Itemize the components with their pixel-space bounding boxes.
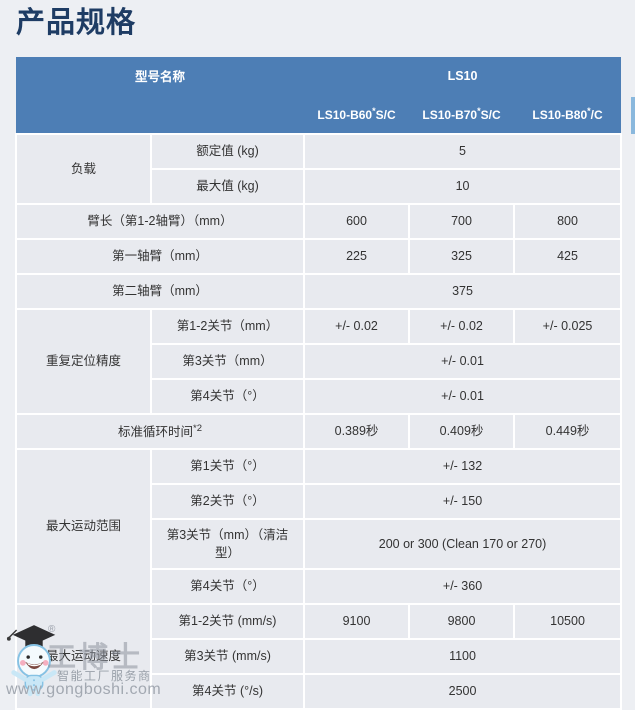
model-1-suffix: S/C <box>480 107 501 122</box>
value-cell: +/- 360 <box>303 568 623 605</box>
value-cell: 5 <box>303 133 623 170</box>
row-label: 第1-2关节（mm） <box>149 308 306 345</box>
row-label: 第4关节 (°/s) <box>149 673 306 710</box>
page-title: 产品规格 <box>16 7 137 39</box>
row-label: 标准循环时间*2 <box>14 413 306 450</box>
value-cell: +/- 132 <box>303 448 623 485</box>
value-cell: +/- 0.02 <box>408 308 516 345</box>
value-cell: 0.389秒 <box>303 413 411 450</box>
table-row: 负载 额定值 (kg) 5 <box>15 133 623 205</box>
row-label: 额定值 (kg) <box>149 133 306 170</box>
header-model-1: LS10-B70*S/C <box>409 94 515 134</box>
row-label: 第一轴臂（mm） <box>14 238 306 275</box>
value-cell: 10500 <box>513 603 623 640</box>
table-row: 第4关节（°） +/- 360 <box>16 568 623 605</box>
table-row: 第3关节 (mm/s) 1100 <box>16 638 623 675</box>
row-label: 第2关节（°） <box>149 483 306 520</box>
row-label: 第1-2关节 (mm/s) <box>149 603 306 640</box>
model-0-prefix: LS10-B60 <box>317 107 373 122</box>
value-cell: +/- 0.02 <box>303 308 411 345</box>
header-model-name-label: 型号名称 <box>16 57 305 94</box>
model-1-footnote-mark: * <box>477 105 481 116</box>
row-label: 第3关节（mm）（清洁型） <box>149 518 306 570</box>
value-cell: 10 <box>303 168 623 205</box>
value-cell: 225 <box>303 238 411 275</box>
value-cell: +/- 0.01 <box>303 378 623 415</box>
value-cell: 375 <box>303 273 623 310</box>
table-row: 第3关节（mm） +/- 0.01 <box>16 343 623 380</box>
table-row: 第二轴臂（mm） 375 <box>14 273 623 310</box>
value-cell: 325 <box>408 238 516 275</box>
value-cell: 0.449秒 <box>513 413 623 450</box>
spec-table: 型号名称 LS10 LS10-B60*S/C LS10-B70*S/C LS10… <box>14 57 623 710</box>
cycle-time-label: 标准循环时间 <box>118 425 194 440</box>
group-cell-motion-range: 最大运动范围 <box>15 448 152 605</box>
row-label: 第二轴臂（mm） <box>14 273 306 310</box>
cycle-time-footnote-mark: *2 <box>193 422 202 434</box>
model-1-prefix: LS10-B70 <box>422 107 478 122</box>
value-cell: 9100 <box>303 603 411 640</box>
header-row-models: LS10-B60*S/C LS10-B70*S/C LS10-B80*/C <box>16 94 622 134</box>
row-label: 臂长（第1-2轴臂）（mm） <box>14 203 306 240</box>
value-cell: 425 <box>513 238 623 275</box>
value-cell: +/- 150 <box>303 483 623 520</box>
table-row: 标准循环时间*2 0.389秒 0.409秒 0.449秒 <box>14 413 623 450</box>
row-label: 第1关节（°） <box>149 448 306 485</box>
table-row: 第一轴臂（mm） 225 325 425 <box>14 238 623 275</box>
row-label: 第4关节（°） <box>149 378 306 415</box>
value-cell: +/- 0.025 <box>513 308 623 345</box>
model-0-suffix: S/C <box>375 107 396 122</box>
table-row: 重复定位精度 第1-2关节（mm） +/- 0.02 +/- 0.02 +/- … <box>15 308 623 415</box>
table-row: 第3关节（mm）（清洁型） 200 or 300 (Clean 170 or 2… <box>16 518 623 570</box>
group-cell-repeatability: 重复定位精度 <box>15 308 152 415</box>
table-row: 最大值 (kg) 10 <box>16 168 623 205</box>
table-row: 第2关节（°） +/- 150 <box>16 483 623 520</box>
table-row: 第4关节（°） +/- 0.01 <box>16 378 623 415</box>
row-label: 第3关节（mm） <box>149 343 306 380</box>
header-row-series: 型号名称 LS10 <box>16 57 622 94</box>
model-0-footnote-mark: * <box>372 105 376 116</box>
right-edge-accent <box>631 97 635 134</box>
value-cell: 1100 <box>303 638 623 675</box>
table-row: 第4关节 (°/s) 2500 <box>16 673 623 710</box>
value-cell: 9800 <box>408 603 516 640</box>
table-row: 最大运动速度 第1-2关节 (mm/s) 9100 9800 10500 <box>15 603 623 710</box>
value-cell: 200 or 300 (Clean 170 or 270) <box>303 518 623 570</box>
value-cell: 800 <box>513 203 623 240</box>
table-row: 最大运动范围 第1关节（°） +/- 132 <box>15 448 623 605</box>
table-row: 臂长（第1-2轴臂）（mm） 600 700 800 <box>14 203 623 240</box>
model-2-footnote-mark: * <box>587 105 591 116</box>
row-label: 第4关节（°） <box>149 568 306 605</box>
model-2-prefix: LS10-B80 <box>532 107 588 122</box>
value-cell: +/- 0.01 <box>303 343 623 380</box>
value-cell: 2500 <box>303 673 623 710</box>
row-label: 第3关节 (mm/s) <box>149 638 306 675</box>
header-series-label: LS10 <box>304 57 622 94</box>
group-cell-max-speed: 最大运动速度 <box>15 603 152 710</box>
model-2-suffix: /C <box>590 107 603 122</box>
value-cell: 700 <box>408 203 516 240</box>
header-spacer <box>16 94 305 134</box>
value-cell: 600 <box>303 203 411 240</box>
header-model-0: LS10-B60*S/C <box>304 94 410 134</box>
row-label: 最大值 (kg) <box>149 168 306 205</box>
group-cell-load: 负载 <box>15 133 152 205</box>
value-cell: 0.409秒 <box>408 413 516 450</box>
header-model-2: LS10-B80*/C <box>514 94 622 134</box>
